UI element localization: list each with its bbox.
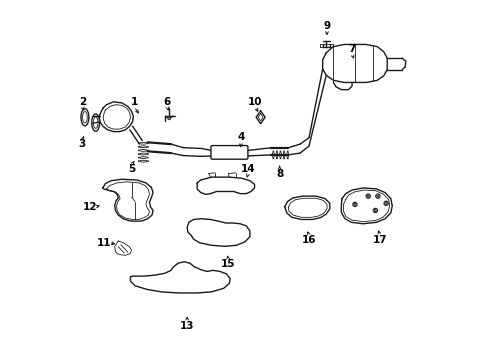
Text: 8: 8: [275, 168, 283, 179]
Text: 2: 2: [79, 97, 86, 107]
Ellipse shape: [366, 195, 368, 197]
Text: 10: 10: [247, 97, 262, 107]
Text: 13: 13: [180, 321, 194, 331]
Text: 7: 7: [347, 44, 355, 54]
Ellipse shape: [376, 195, 378, 197]
Ellipse shape: [373, 210, 376, 212]
Text: 14: 14: [240, 164, 255, 174]
Text: 12: 12: [82, 202, 97, 212]
Text: 6: 6: [163, 97, 171, 107]
Text: 16: 16: [301, 235, 316, 245]
Text: 11: 11: [97, 238, 111, 248]
Text: 4: 4: [237, 132, 244, 142]
Text: 5: 5: [128, 164, 135, 174]
Text: 3: 3: [79, 139, 86, 149]
FancyBboxPatch shape: [210, 145, 247, 159]
Ellipse shape: [353, 203, 355, 206]
Text: 9: 9: [323, 21, 330, 31]
Ellipse shape: [384, 202, 386, 204]
Text: 15: 15: [221, 259, 235, 269]
Text: 17: 17: [372, 235, 386, 245]
Text: 1: 1: [130, 97, 138, 107]
